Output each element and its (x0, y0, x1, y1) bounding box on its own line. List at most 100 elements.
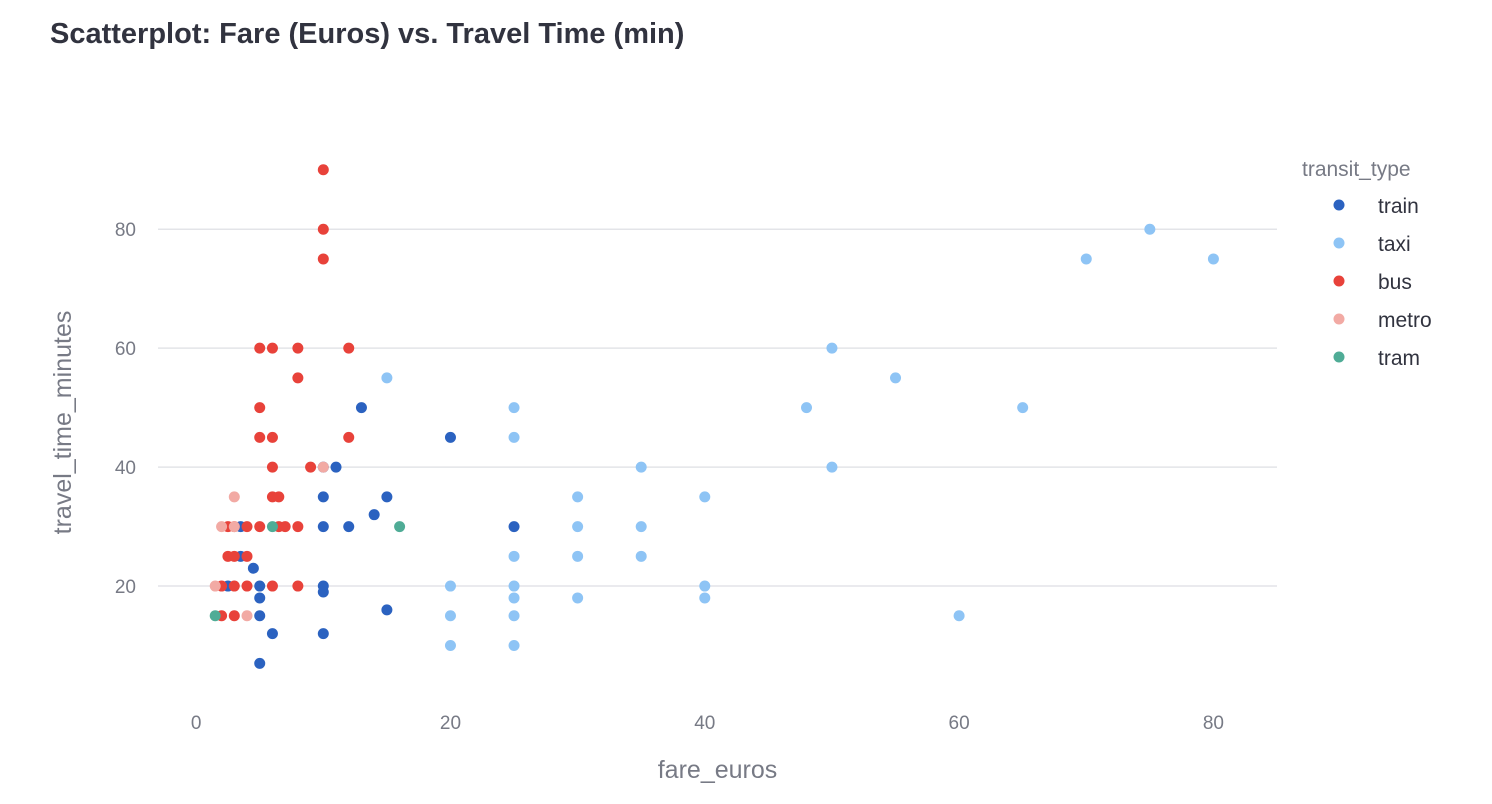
data-point (317, 461, 329, 473)
data-point (343, 431, 355, 443)
data-point (699, 491, 711, 503)
data-point (508, 640, 520, 652)
legend-label: tram (1378, 347, 1420, 370)
data-point (890, 372, 902, 384)
data-point (444, 610, 456, 622)
data-point (953, 610, 965, 622)
data-point (317, 586, 329, 598)
legend-title: transit_type (1302, 158, 1411, 181)
data-point (1207, 253, 1219, 265)
legend-marker (1333, 351, 1345, 363)
legend-item-train: train (1333, 195, 1419, 218)
data-point (317, 253, 329, 265)
data-point (330, 461, 342, 473)
data-point (254, 657, 266, 669)
data-point (508, 610, 520, 622)
data-point (228, 491, 240, 503)
data-point (305, 461, 317, 473)
data-point (254, 592, 266, 604)
data-point (279, 521, 291, 533)
data-point (292, 372, 304, 384)
data-point (635, 550, 647, 562)
data-point (1017, 402, 1029, 414)
legend-marker (1333, 313, 1345, 325)
data-point (444, 640, 456, 652)
x-axis-title: fare_euros (658, 756, 778, 784)
data-point (317, 521, 329, 533)
legend-item-taxi: taxi (1333, 233, 1411, 256)
legend-item-metro: metro (1333, 309, 1432, 332)
chart-title: Scatterplot: Fare (Euros) vs. Travel Tim… (50, 18, 685, 50)
data-point (241, 580, 253, 592)
data-point (228, 521, 240, 533)
data-point (572, 491, 584, 503)
data-points (209, 164, 1219, 669)
data-point (508, 550, 520, 562)
x-tick-label: 0 (191, 713, 202, 734)
data-point (508, 592, 520, 604)
data-point (266, 431, 278, 443)
data-point (508, 402, 520, 414)
data-point (254, 402, 266, 414)
data-point (826, 342, 838, 354)
data-point (508, 580, 520, 592)
legend-label: train (1378, 195, 1419, 218)
data-point (254, 610, 266, 622)
data-point (355, 402, 367, 414)
data-point (292, 342, 304, 354)
data-point (368, 509, 380, 521)
data-point (292, 521, 304, 533)
data-point (241, 610, 253, 622)
data-point (266, 580, 278, 592)
grid-lines (158, 228, 1277, 587)
data-point (228, 580, 240, 592)
data-point (444, 431, 456, 443)
data-point (247, 562, 259, 574)
y-tick-label: 40 (115, 458, 136, 479)
legend-label: taxi (1378, 233, 1411, 256)
data-point (228, 550, 240, 562)
data-point (572, 521, 584, 533)
legend: transit_type train taxi bus metro tram (1302, 158, 1432, 370)
y-tick-label: 60 (115, 339, 136, 360)
data-point (572, 592, 584, 604)
legend-label: bus (1378, 271, 1412, 294)
data-point (444, 580, 456, 592)
legend-marker (1333, 275, 1345, 287)
data-point (381, 372, 393, 384)
series-bus (216, 164, 355, 622)
data-point (635, 521, 647, 533)
x-tick-label: 20 (440, 713, 461, 734)
legend-marker (1333, 199, 1345, 211)
data-point (343, 342, 355, 354)
series-metro (209, 461, 329, 622)
legend-marker (1333, 237, 1345, 249)
legend-items: train taxi bus metro tram (1333, 195, 1432, 370)
legend-item-tram: tram (1333, 347, 1420, 370)
data-point (266, 628, 278, 640)
data-point (381, 491, 393, 503)
series-train (222, 402, 520, 669)
data-point (317, 491, 329, 503)
data-point (317, 164, 329, 176)
data-point (317, 223, 329, 235)
data-point (394, 521, 406, 533)
series-taxi (381, 223, 1219, 652)
data-point (241, 550, 253, 562)
axis-ticks: 20 40 60 80 0 20 40 60 80 (115, 220, 1224, 734)
data-point (381, 604, 393, 616)
data-point (699, 592, 711, 604)
data-point (266, 342, 278, 354)
data-point (699, 580, 711, 592)
data-point (508, 521, 520, 533)
x-tick-label: 40 (694, 713, 715, 734)
data-point (254, 342, 266, 354)
data-point (209, 580, 221, 592)
legend-item-bus: bus (1333, 271, 1412, 294)
data-point (216, 521, 228, 533)
data-point (572, 550, 584, 562)
data-point (266, 521, 278, 533)
x-tick-label: 80 (1203, 713, 1224, 734)
data-point (209, 610, 221, 622)
